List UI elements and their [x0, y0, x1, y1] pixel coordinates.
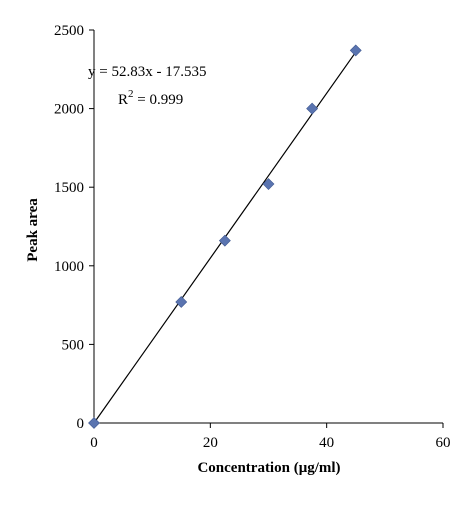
y-tick-label: 2500 [54, 23, 84, 39]
r-squared-exponent: 2 [128, 88, 134, 100]
y-tick-label: 500 [62, 337, 85, 353]
data-point [218, 234, 231, 247]
x-tick-label: 0 [90, 435, 98, 451]
data-point [88, 417, 100, 429]
y-tick-label: 1000 [54, 259, 84, 275]
data-point [175, 296, 188, 308]
x-tick-label: 60 [436, 435, 451, 451]
r-squared-label: R2 = 0.999 [118, 88, 183, 108]
data-point [306, 102, 319, 115]
x-axis-title: Concentration (μg/ml) [197, 460, 340, 476]
r-squared-symbol: R [118, 92, 128, 108]
axes [93, 30, 443, 424]
y-tick-label: 1500 [54, 180, 84, 196]
y-tick-label: 2000 [54, 102, 84, 118]
y-tick-label: 0 [77, 416, 85, 432]
data-point [262, 178, 275, 190]
x-tick-label: 20 [203, 435, 218, 451]
r-squared-value: = 0.999 [134, 92, 184, 108]
data-point [349, 44, 362, 57]
data-points [88, 44, 362, 429]
x-tick-label: 40 [319, 435, 334, 451]
ticks: 0 500 1000 1500 2000 2500 0 20 40 60 [54, 23, 451, 451]
y-axis-title: Peak area [25, 198, 41, 262]
trendline-equation: y = 52.83x - 17.535 [88, 64, 206, 80]
